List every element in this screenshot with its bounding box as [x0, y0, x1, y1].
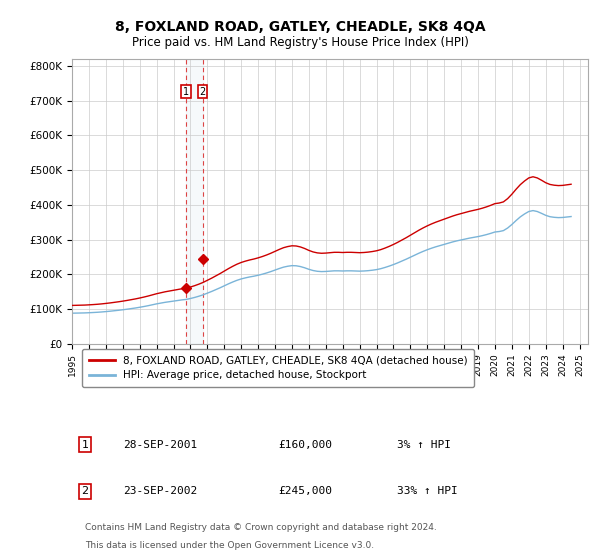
- Text: This data is licensed under the Open Government Licence v3.0.: This data is licensed under the Open Gov…: [85, 542, 374, 550]
- Legend: 8, FOXLAND ROAD, GATLEY, CHEADLE, SK8 4QA (detached house), HPI: Average price, : 8, FOXLAND ROAD, GATLEY, CHEADLE, SK8 4Q…: [82, 349, 474, 387]
- Text: 3% ↑ HPI: 3% ↑ HPI: [397, 440, 451, 450]
- Text: 23-SEP-2002: 23-SEP-2002: [124, 486, 198, 496]
- Text: £160,000: £160,000: [278, 440, 332, 450]
- Text: Price paid vs. HM Land Registry's House Price Index (HPI): Price paid vs. HM Land Registry's House …: [131, 36, 469, 49]
- Text: 1: 1: [183, 87, 189, 96]
- Text: 33% ↑ HPI: 33% ↑ HPI: [397, 486, 458, 496]
- Text: £245,000: £245,000: [278, 486, 332, 496]
- Text: 1: 1: [82, 440, 88, 450]
- Text: 28-SEP-2001: 28-SEP-2001: [124, 440, 198, 450]
- Bar: [186, 59, 203, 344]
- Text: 8, FOXLAND ROAD, GATLEY, CHEADLE, SK8 4QA: 8, FOXLAND ROAD, GATLEY, CHEADLE, SK8 4Q…: [115, 20, 485, 34]
- Text: Contains HM Land Registry data © Crown copyright and database right 2024.: Contains HM Land Registry data © Crown c…: [85, 522, 437, 531]
- Text: 2: 2: [82, 486, 88, 496]
- Text: 2: 2: [199, 87, 206, 96]
